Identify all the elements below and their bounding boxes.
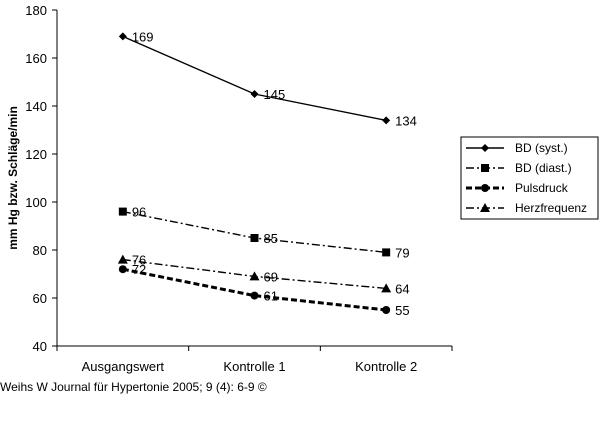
x-tick-label: Ausgangswert [82,359,165,374]
data-label: 76 [132,253,146,268]
data-point [382,116,391,125]
data-point [118,207,127,216]
y-tick-label: 180 [25,3,47,18]
y-axis-label: mm Hg bzw. Schläge/min [6,106,20,250]
line-chart: 40 60 80 100 120 140 160 180 Ausgangswert Kontrol… [6,3,599,374]
data-label: 69 [264,269,278,284]
legend-marker [481,184,489,192]
data-point [118,265,127,274]
y-tick-label: 140 [25,99,47,114]
y-tick-label: 40 [33,339,47,354]
series-line [122,210,387,254]
data-point [382,306,391,314]
x-tick-label: Kontrolle 1 [223,359,285,374]
data-label: 169 [132,29,154,44]
legend-label: BD (diast.) [515,161,572,175]
y-tick-label: 160 [25,51,47,66]
data-label: 96 [132,205,146,220]
legend-marker [481,164,489,172]
legend-label: BD (syst.) [515,141,568,155]
y-tick-label: 60 [33,291,47,306]
data-point [250,90,259,98]
data-label: 72 [132,262,146,277]
legend-label: Pulsdruck [515,181,569,195]
source-credit: Weihs W Journal für Hypertonie 2005; 9 (… [0,380,267,394]
y-tick-label: 100 [25,195,47,210]
legend-marker [481,144,489,152]
data-point [250,234,259,242]
data-point [381,283,392,293]
data-point [117,254,128,264]
y-tick-label: 80 [33,243,47,258]
series-line [122,35,387,122]
data-label: 61 [264,289,278,304]
data-label: 145 [264,87,286,102]
y-tick-label: 120 [25,147,47,162]
data-point [118,32,127,41]
data-label: 64 [395,281,409,296]
data-point [249,271,260,281]
data-point [382,248,391,257]
data-label: 79 [395,245,409,260]
data-label: 134 [395,113,417,128]
legend-label: Herzfrequenz [515,201,587,215]
x-tick-label: Kontrolle 2 [355,359,417,374]
data-point [250,291,259,300]
legend-marker [480,203,490,212]
data-label: 55 [395,303,409,318]
data-label: 85 [264,231,278,246]
